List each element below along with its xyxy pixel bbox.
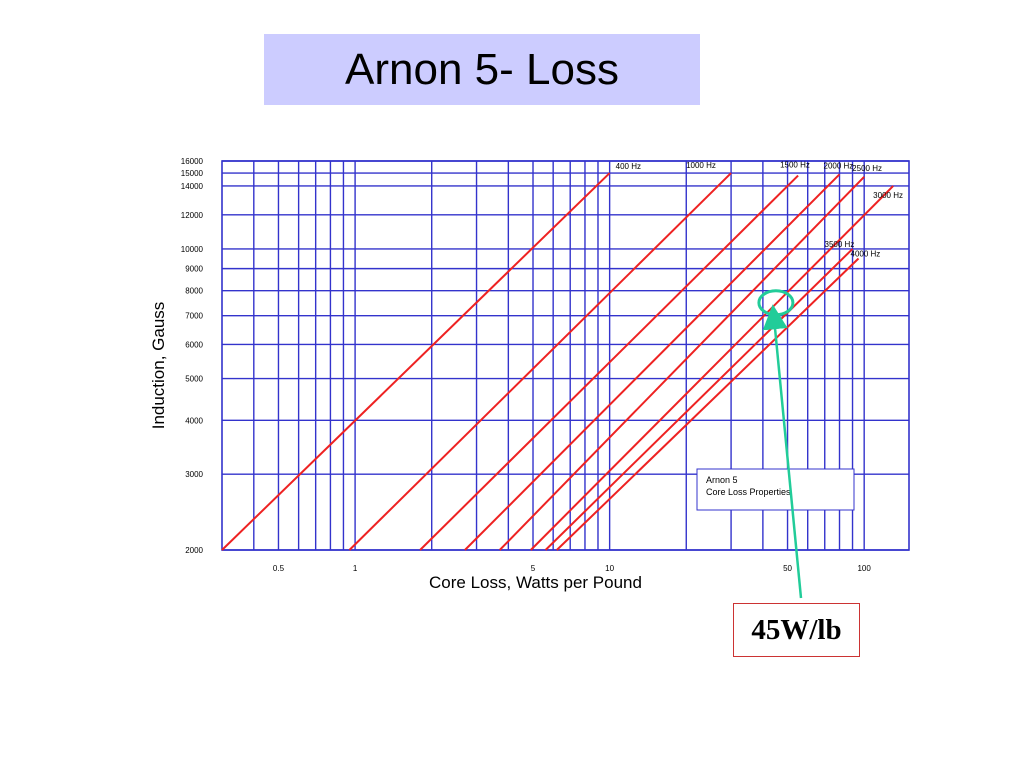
annotation-arrow — [762, 304, 803, 599]
series-label: 1000 Hz — [686, 161, 716, 170]
series-line — [530, 185, 894, 551]
y-tick-label: 6000 — [185, 340, 203, 349]
y-tick-label: 12000 — [181, 211, 204, 220]
legend-line-1: Arnon 5 — [706, 475, 738, 485]
x-tick-label: 50 — [783, 564, 792, 573]
x-tick-label: 100 — [857, 564, 871, 573]
x-tick-label: 10 — [605, 564, 614, 573]
series-label: 3000 Hz — [873, 191, 903, 200]
legend-box — [696, 468, 855, 511]
x-tick-label: 5 — [531, 564, 536, 573]
series-label: 2000 Hz — [824, 161, 854, 170]
y-tick-label: 9000 — [185, 265, 203, 274]
series-label: 3500 Hz — [825, 240, 855, 249]
y-tick-label: 16000 — [181, 157, 204, 166]
y-tick-label: 5000 — [185, 375, 203, 384]
y-tick-label: 15000 — [181, 169, 204, 178]
y-axis-label: Induction, Gauss — [149, 302, 168, 430]
callout-box: 45W/lb — [733, 603, 860, 657]
y-tick-label: 2000 — [185, 546, 203, 555]
x-tick-label: 0.5 — [273, 564, 285, 573]
series-line — [499, 176, 865, 551]
y-tick-label: 10000 — [181, 245, 204, 254]
y-tick-label: 3000 — [185, 470, 203, 479]
y-tick-label: 4000 — [185, 416, 203, 425]
series-line — [221, 172, 611, 551]
y-tick-label: 7000 — [185, 312, 203, 321]
series-line — [348, 172, 732, 551]
x-axis-label: Core Loss, Watts per Pound — [429, 573, 642, 592]
x-tick-label: 1 — [353, 564, 358, 573]
slide-title: Arnon 5- Loss — [345, 44, 619, 94]
series-label: 2500 Hz — [852, 164, 882, 173]
y-tick-label: 8000 — [185, 287, 203, 296]
series-label: 4000 Hz — [851, 250, 881, 259]
legend-line-2: Core Loss Properties — [706, 487, 791, 497]
series-line — [464, 173, 841, 551]
callout-label: 45W/lb — [751, 613, 842, 646]
plot-border — [221, 160, 910, 551]
series-line — [556, 257, 860, 551]
series-line — [544, 248, 854, 551]
series-line — [419, 174, 799, 551]
title-box: Arnon 5- Loss — [264, 34, 700, 105]
y-tick-label: 14000 — [181, 182, 204, 191]
series-label: 1500 Hz — [780, 161, 810, 170]
series-label: 400 Hz — [616, 162, 641, 171]
